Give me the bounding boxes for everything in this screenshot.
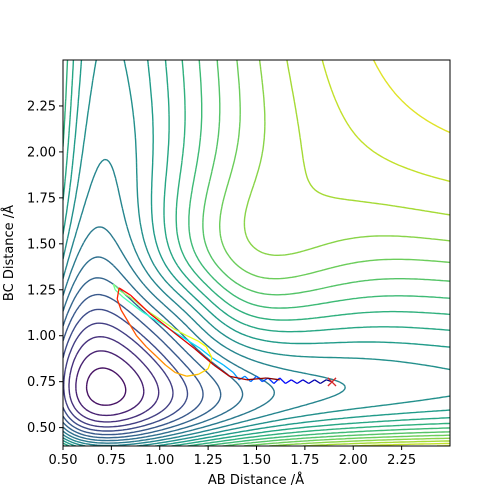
trajectory-segment [175, 371, 187, 377]
contour-level [63, 226, 275, 444]
contour-level [68, 336, 160, 423]
trajectory-segment [244, 375, 252, 383]
trajectory-segment [188, 340, 201, 350]
x-tick-label: 0.75 [97, 453, 126, 468]
y-tick-label: 2.00 [27, 145, 56, 160]
x-tick-label: 1.25 [194, 453, 223, 468]
trajectory-segment [325, 379, 333, 383]
contour-level [63, 308, 189, 432]
contour-level [219, 60, 450, 446]
contour-level [63, 60, 450, 446]
trajectory-segment [223, 364, 234, 374]
contour-level [63, 293, 204, 436]
trajectory-segment [320, 379, 327, 385]
trajectory-segment [128, 322, 138, 337]
trajectory-segment [211, 357, 224, 366]
contour-level [286, 60, 450, 446]
trajectory-segment [194, 348, 215, 366]
contour-level [243, 60, 450, 446]
trajectory-segment [114, 289, 124, 298]
trajectory-segment [290, 379, 298, 385]
trajectory-segment [145, 346, 157, 357]
contour-level [85, 367, 127, 406]
x-tick-label: 1.75 [290, 453, 319, 468]
trajectory-segment [122, 296, 134, 306]
contour-level [321, 60, 450, 446]
x-tick-label: 2.25 [387, 453, 416, 468]
trajectory-path [112, 283, 333, 385]
trajectory-segment [186, 335, 199, 342]
contour-level [188, 60, 450, 446]
trajectory-segment [266, 377, 280, 381]
trajectory-segment [118, 287, 132, 296]
trajectory-segment [213, 364, 230, 377]
contour-level [63, 60, 450, 446]
y-tick-label: 0.50 [27, 421, 56, 436]
contour-level [63, 256, 244, 442]
y-tick-label: 1.75 [27, 191, 56, 206]
contour-level [63, 60, 450, 446]
y-tick-label: 1.25 [27, 283, 56, 298]
trajectory-segment [302, 379, 310, 385]
trajectory-segment [205, 346, 213, 359]
trajectory-segment [285, 379, 292, 385]
potential-contours [63, 60, 450, 446]
trajectory-segment [238, 375, 246, 381]
trajectory-segment [279, 377, 286, 384]
y-tick-label: 1.00 [27, 329, 56, 344]
contour-level [75, 350, 145, 417]
trajectory-segment [130, 294, 151, 315]
trajectory-segment [296, 379, 304, 385]
trajectory-segment [120, 309, 130, 324]
trajectory-segment [198, 340, 207, 348]
trajectory-segment [120, 291, 134, 300]
trajectory-segment [314, 379, 321, 385]
contour-level [63, 158, 346, 446]
y-axis-ticks: 0.50 0.75 1.00 1.25 1.50 1.75 2.00 2.25 [27, 99, 63, 436]
x-axis-label: AB Distance /Å [208, 472, 304, 488]
y-tick-label: 1.50 [27, 237, 56, 252]
trajectory-segment [176, 333, 190, 342]
trajectory-segment [132, 303, 143, 313]
x-tick-label: 1.00 [145, 453, 174, 468]
trajectory-segment [159, 318, 174, 329]
trajectory-segment [165, 364, 176, 374]
trajectory-segment [273, 377, 281, 384]
trajectory-segment [141, 311, 155, 320]
trajectory-segment [136, 335, 147, 348]
contour-level [63, 60, 450, 446]
trajectory-segment [172, 327, 188, 337]
trajectory-segment [172, 331, 195, 350]
y-axis-label: BC Distance /Å [1, 205, 17, 301]
trajectory-segment [149, 313, 174, 333]
trajectory-segment [207, 357, 213, 370]
trajectory-segment [186, 373, 199, 377]
trajectory-segment [232, 372, 240, 381]
x-axis-ticks: 0.50 0.75 1.00 1.25 1.50 1.75 2.00 2.25 [49, 446, 416, 468]
trajectory-segment [112, 283, 122, 293]
x-tick-label: 0.50 [49, 453, 78, 468]
contour-level [63, 322, 174, 428]
end-marker: × [325, 372, 338, 391]
trajectory-segment [116, 287, 120, 300]
trajectory-segment [199, 348, 213, 359]
y-tick-label: 0.75 [27, 375, 56, 390]
trajectory-segment [116, 298, 122, 311]
trajectory-segment [155, 355, 167, 366]
contour-level [372, 60, 450, 446]
plot-frame [62, 59, 451, 447]
trajectory-segment [153, 318, 166, 328]
trajectory-segment [308, 379, 315, 385]
trajectory-segment [229, 375, 247, 381]
y-tick-label: 2.25 [27, 99, 56, 114]
x-tick-label: 2.00 [339, 453, 368, 468]
trajectory-segment [246, 377, 267, 381]
trajectory-segment [198, 368, 209, 375]
x-tick-label: 1.50 [242, 453, 271, 468]
